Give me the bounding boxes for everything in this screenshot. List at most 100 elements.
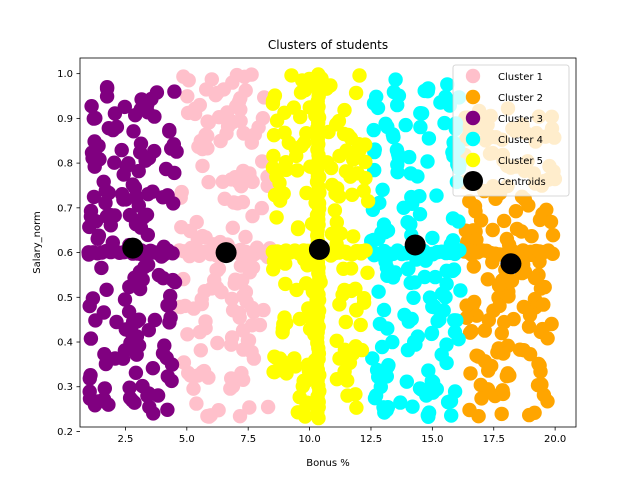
data-point	[437, 115, 452, 131]
data-point	[193, 343, 208, 358]
data-point	[237, 69, 252, 85]
data-point	[440, 394, 456, 410]
data-point	[349, 400, 364, 415]
data-point	[497, 314, 512, 330]
data-point	[238, 229, 253, 245]
data-point	[195, 158, 210, 174]
data-point	[236, 163, 251, 179]
data-point	[471, 349, 486, 364]
data-point	[348, 85, 364, 101]
data-point	[376, 302, 392, 318]
legend-marker	[465, 68, 481, 84]
x-tick-label: 2.5	[117, 434, 133, 445]
data-point	[444, 408, 459, 423]
data-point	[198, 321, 213, 336]
data-point	[424, 373, 439, 389]
data-point	[278, 256, 293, 271]
data-point	[157, 338, 172, 353]
data-point	[94, 260, 109, 276]
x-axis-ticks: 2.5 5.0 7.5 10.0 12.5 15.0 17.5 20.0	[117, 427, 566, 445]
y-tick-label: 0.8	[57, 159, 73, 170]
data-point	[401, 314, 416, 329]
data-point	[128, 365, 144, 380]
data-point	[83, 203, 99, 219]
legend-label: Cluster 2	[498, 93, 543, 104]
data-point	[233, 91, 248, 106]
data-point	[356, 295, 372, 310]
data-point	[419, 388, 434, 403]
data-point	[116, 192, 131, 207]
y-axis-ticks: 0.2 0.3 0.4 0.5 0.6 0.7 0.8 0.9 1.0	[57, 69, 80, 438]
data-point	[225, 220, 240, 235]
x-tick-label: 12.5	[360, 434, 382, 445]
data-points	[81, 67, 563, 426]
data-point	[420, 84, 435, 99]
data-point	[256, 302, 271, 318]
data-point	[122, 207, 138, 223]
data-point	[545, 228, 561, 243]
data-point	[165, 246, 180, 261]
data-point	[452, 243, 467, 258]
data-point	[276, 316, 291, 332]
data-point	[440, 77, 455, 92]
legend-box	[452, 64, 570, 197]
data-point	[412, 207, 428, 222]
data-point	[323, 78, 338, 93]
data-point	[388, 72, 403, 87]
data-point	[295, 73, 310, 88]
centroid-point	[215, 242, 237, 264]
x-tick-label: 10.0	[298, 434, 320, 445]
data-point	[485, 222, 500, 238]
data-point	[398, 117, 413, 133]
data-point	[255, 111, 271, 126]
legend-label: Cluster 3	[498, 114, 543, 125]
data-point	[338, 164, 354, 179]
data-point	[509, 221, 525, 237]
data-point	[508, 204, 524, 219]
data-point	[516, 299, 531, 315]
data-point	[219, 126, 234, 141]
data-point	[167, 275, 183, 290]
data-point	[181, 73, 196, 88]
data-point	[341, 127, 356, 143]
data-point	[164, 357, 180, 372]
data-point	[408, 337, 423, 352]
data-point	[329, 372, 345, 387]
data-point	[536, 297, 551, 312]
data-point	[420, 154, 435, 169]
data-point	[293, 109, 308, 125]
data-point	[447, 384, 463, 399]
data-point	[244, 300, 260, 316]
data-point	[380, 268, 395, 283]
data-point	[288, 359, 303, 374]
data-point	[166, 137, 181, 152]
legend-marker	[465, 152, 481, 168]
data-point	[199, 82, 214, 97]
data-point	[340, 388, 355, 403]
data-point	[374, 226, 389, 241]
data-point	[224, 337, 239, 352]
data-point	[371, 369, 386, 385]
data-point	[269, 350, 284, 366]
data-point	[297, 135, 312, 150]
centroid-point	[404, 234, 426, 256]
data-point	[244, 135, 259, 150]
data-point	[224, 291, 240, 307]
data-point	[327, 203, 343, 218]
data-point	[380, 321, 395, 336]
x-tick-label: 7.5	[240, 434, 256, 445]
data-point	[217, 191, 232, 206]
data-point	[502, 368, 517, 383]
data-point	[471, 409, 486, 424]
data-point	[358, 243, 373, 258]
data-point	[378, 116, 393, 131]
data-point	[484, 358, 499, 374]
data-point	[534, 377, 549, 392]
data-point	[133, 136, 149, 151]
data-point	[459, 298, 474, 313]
data-point	[299, 397, 314, 412]
data-point	[276, 186, 291, 201]
data-point	[358, 171, 373, 186]
data-point	[98, 195, 113, 211]
data-point	[83, 331, 99, 346]
